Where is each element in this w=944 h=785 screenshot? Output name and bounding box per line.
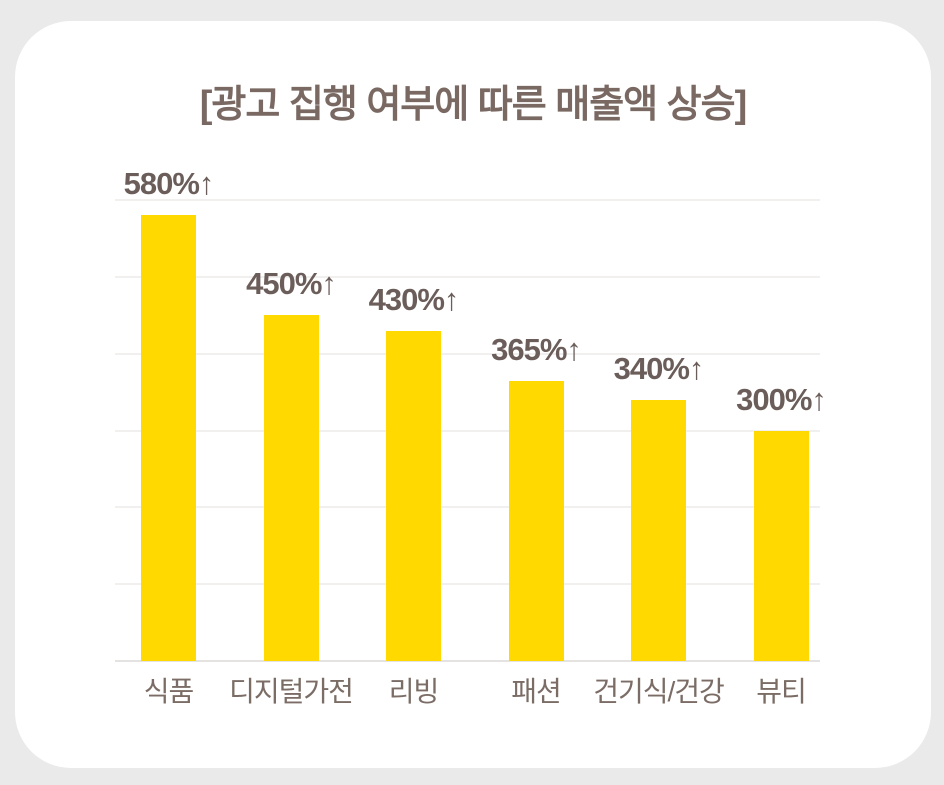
bar-1 xyxy=(263,315,319,661)
bar-4 xyxy=(631,399,686,661)
bar-value-label-3: 365%↑ xyxy=(491,331,582,367)
category-label-0: 식품 xyxy=(143,676,195,707)
bar-2 xyxy=(386,330,441,661)
bar-value-label-0: 580%↑ xyxy=(123,166,215,202)
gridline xyxy=(115,583,820,586)
plot-area: 580%↑ 식품 450%↑ 디지털가전 430%↑ 리빙 365%↑ 패션 340%↑ 건기식/… xyxy=(115,168,827,706)
gridline xyxy=(115,429,820,432)
category-label-2: 리빙 xyxy=(388,676,440,707)
bar-value-label-5: 300%↑ xyxy=(736,381,827,417)
bar-3 xyxy=(508,380,564,661)
bar-5 xyxy=(753,430,809,661)
chart-title: [광고 집행 여부에 따른 매출액 상승] xyxy=(199,84,748,126)
gridline xyxy=(115,275,820,278)
category-label-4: 건기식/건강 xyxy=(593,676,725,707)
x-axis-line xyxy=(115,660,820,662)
bar-value-label-4: 340%↑ xyxy=(613,350,705,386)
category-label-5: 뷰티 xyxy=(756,676,807,707)
bar-0 xyxy=(141,215,196,661)
bar-value-label-2: 430%↑ xyxy=(368,281,460,317)
chart-card: [광고 집행 여부에 따른 매출액 상승] 580%↑ 식품 450%↑ 디지털가전 4… xyxy=(15,21,931,768)
gridline xyxy=(115,199,820,201)
category-label-3: 패션 xyxy=(511,676,562,707)
category-label-1: 디지털가전 xyxy=(229,676,354,707)
gridline xyxy=(115,506,820,509)
gridline xyxy=(115,352,820,355)
bar-value-label-1: 450%↑ xyxy=(246,266,337,302)
